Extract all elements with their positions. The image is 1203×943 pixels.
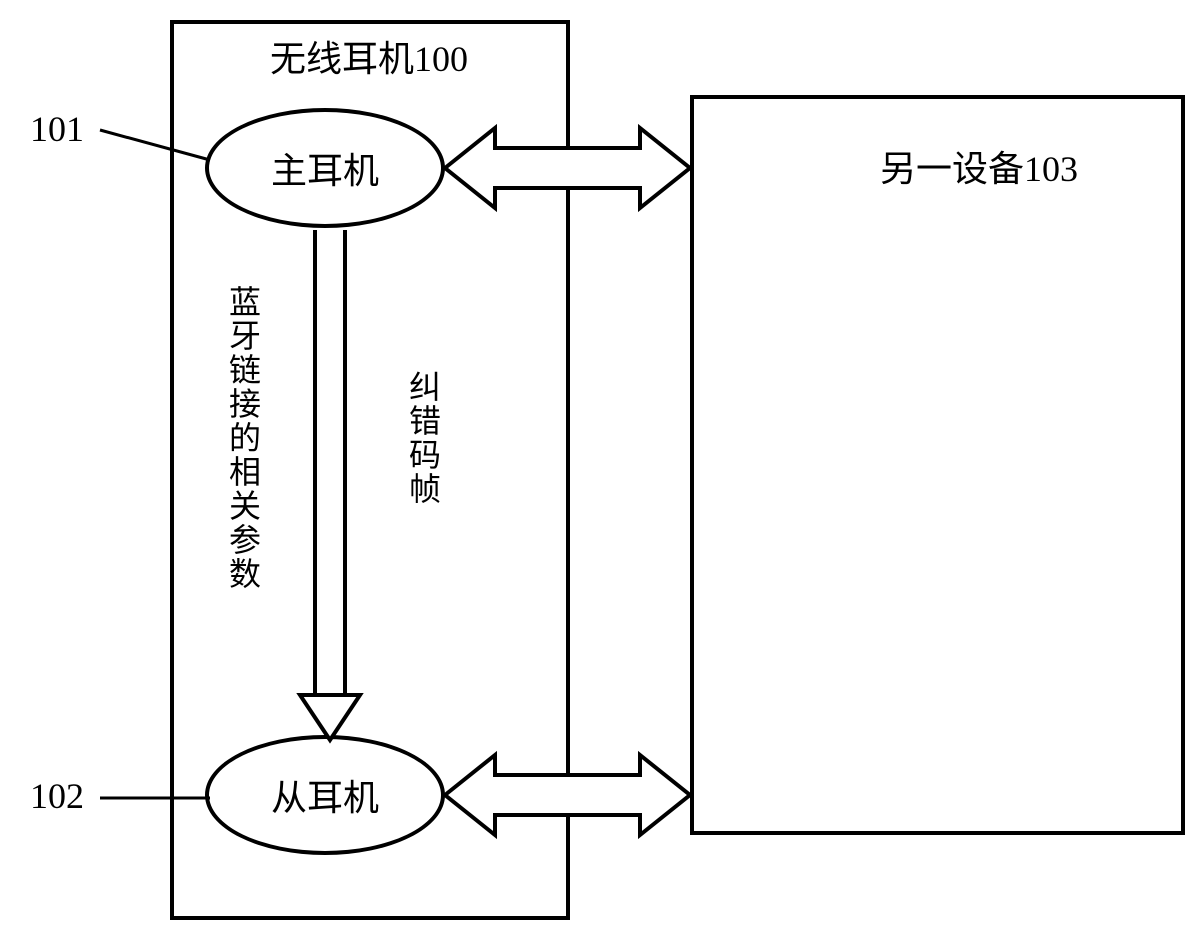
vertical-label-left: 蓝牙链接的相关参数 [220,285,266,591]
vertical-label-right: 纠错码帧 [400,370,446,506]
master-earphone-node: 主耳机 [205,108,445,228]
slave-earphone-node: 从耳机 [205,735,445,855]
right-box [690,95,1185,835]
diagram-container: 无线耳机100 另一设备103 主耳机 从耳机 101 102 蓝牙链接的相关参… [0,0,1203,943]
ref-label-101: 101 [30,108,84,150]
slave-earphone-label: 从耳机 [271,769,379,821]
master-earphone-label: 主耳机 [271,142,379,194]
outer-box-title: 无线耳机100 [270,30,468,82]
right-box-title: 另一设备103 [880,140,1078,192]
ref-label-102: 102 [30,775,84,817]
